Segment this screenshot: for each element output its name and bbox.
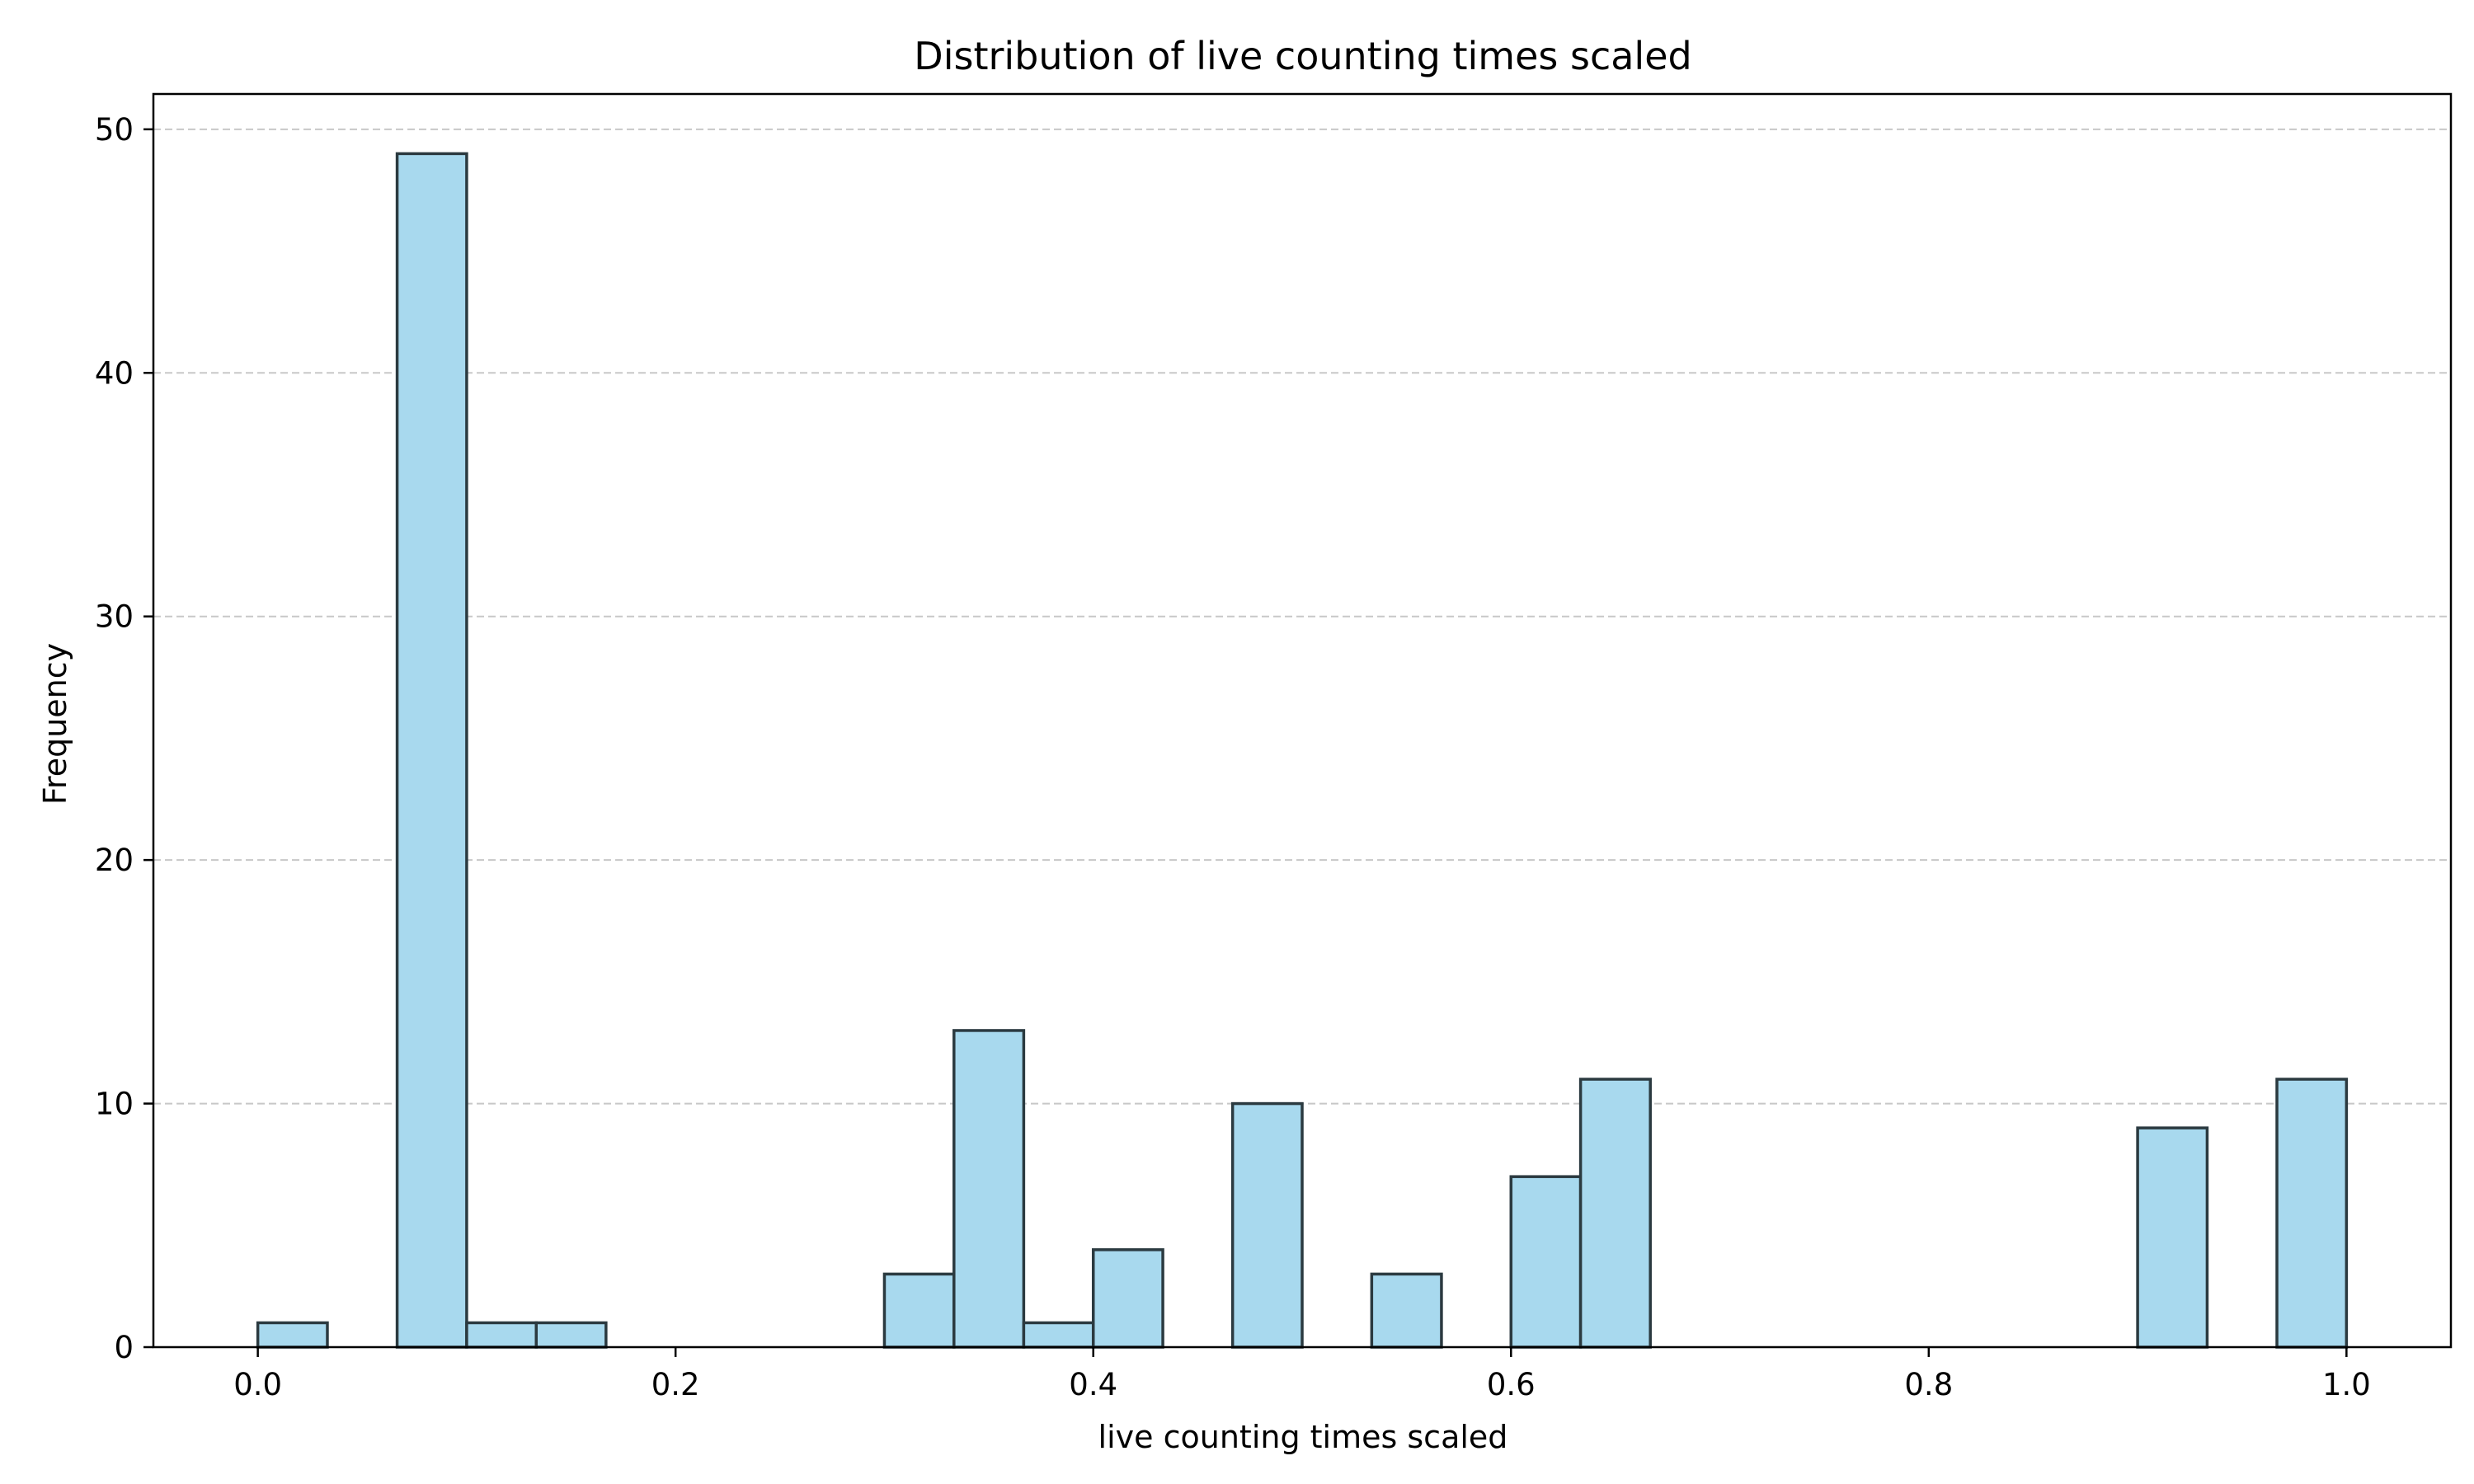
bar-2 <box>395 152 468 1349</box>
y-tick-label-1: 10 <box>95 1087 134 1122</box>
bar-4 <box>534 1321 608 1349</box>
y-axis-ticks: 0 10 20 30 40 50 <box>95 112 153 1365</box>
y-tick-label-3: 30 <box>95 599 134 635</box>
bar-3 <box>465 1321 538 1349</box>
x-axis-ticks: 0.0 0.2 0.4 0.6 0.8 1.0 <box>233 1347 2371 1402</box>
x-tick-label-4: 0.8 <box>1904 1367 1953 1402</box>
x-tick-label-5: 1.0 <box>2322 1367 2371 1402</box>
bar-27 <box>2136 1126 2209 1349</box>
chart-title: Distribution of live counting times scal… <box>914 34 1691 78</box>
bar-10 <box>952 1029 1026 1349</box>
bar-14 <box>1230 1101 1304 1349</box>
y-tick-label-4: 40 <box>95 355 134 391</box>
x-tick-label-1: 0.2 <box>651 1367 700 1402</box>
bar-11 <box>1022 1321 1095 1349</box>
bar-18 <box>1509 1175 1583 1349</box>
y-axis-label: Frequency <box>37 643 73 805</box>
grid-lines <box>153 128 2451 1105</box>
histogram-bars <box>256 152 2349 1349</box>
x-axis-label: live counting times scaled <box>1098 1419 1508 1455</box>
bar-0 <box>256 1321 329 1349</box>
y-tick-label-0: 0 <box>114 1330 134 1365</box>
y-tick-label-2: 20 <box>95 843 134 878</box>
plot-frame <box>152 92 2453 1349</box>
x-tick-label-0: 0.0 <box>233 1367 282 1402</box>
x-tick-label-3: 0.6 <box>1487 1367 1536 1402</box>
bar-29 <box>2275 1078 2349 1349</box>
bar-12 <box>1091 1248 1164 1349</box>
x-tick-label-2: 0.4 <box>1069 1367 1117 1402</box>
bar-19 <box>1578 1078 1652 1349</box>
y-tick-label-5: 50 <box>95 112 134 148</box>
bar-9 <box>882 1272 956 1349</box>
bar-16 <box>1370 1272 1443 1349</box>
